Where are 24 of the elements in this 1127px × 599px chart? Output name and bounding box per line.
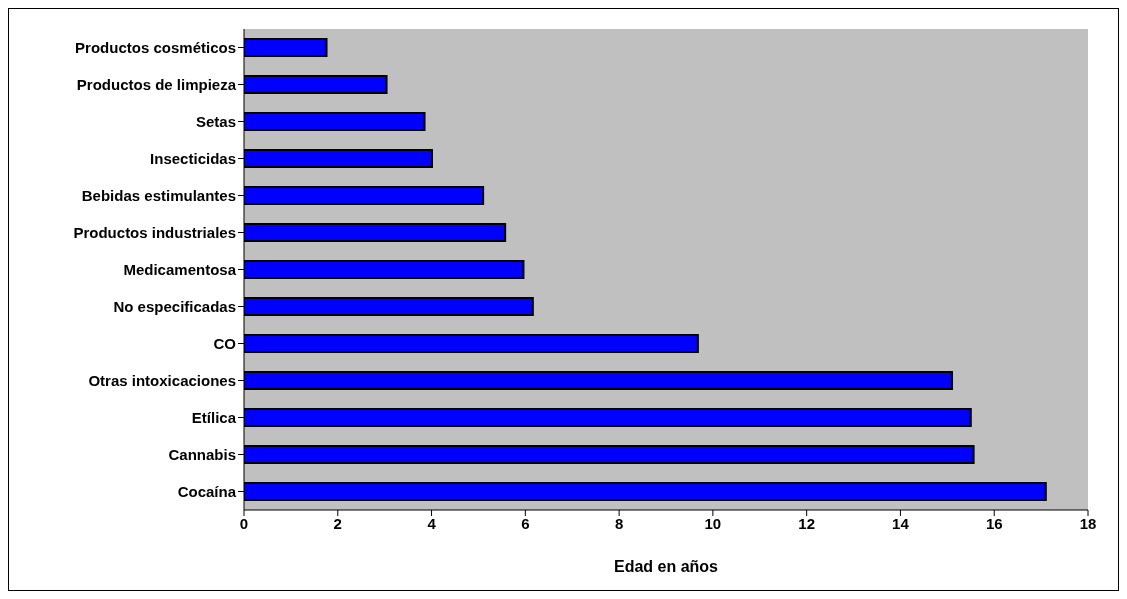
y-tick-label: CO — [213, 334, 237, 352]
x-tick-label: 10 — [704, 514, 722, 532]
x-tick-label: 18 — [1079, 514, 1097, 532]
y-tick-label: Productos cosméticos — [75, 38, 236, 56]
y-tick-label: Medicamentosa — [123, 260, 237, 278]
x-tick-label: 16 — [985, 514, 1003, 532]
x-tick-label: 2 — [333, 514, 342, 532]
x-tick-label: 4 — [427, 514, 437, 532]
x-tick-label: 0 — [239, 514, 249, 532]
y-tick-label: Productos industriales — [73, 223, 236, 241]
y-tick-label: Productos de limpieza — [76, 75, 237, 93]
x-tick-label: 6 — [521, 514, 530, 532]
x-tick-label: 14 — [892, 514, 910, 532]
y-tick-label: No especificadas — [113, 297, 236, 315]
x-axis-title: Edad en años — [613, 558, 719, 575]
y-tick-label: Cannabis — [168, 445, 236, 463]
y-tick-label: Otras intoxicaciones — [88, 371, 236, 389]
x-tick-label: 12 — [798, 514, 816, 532]
x-tick-label: 8 — [614, 514, 624, 532]
y-tick-label: Cocaína — [177, 482, 237, 500]
y-tick-label: Etílica — [191, 408, 237, 426]
y-tick-label: Setas — [195, 112, 236, 130]
y-tick-label: Insecticidas — [150, 149, 236, 167]
y-tick-label: Bebidas estimulantes — [81, 186, 236, 204]
